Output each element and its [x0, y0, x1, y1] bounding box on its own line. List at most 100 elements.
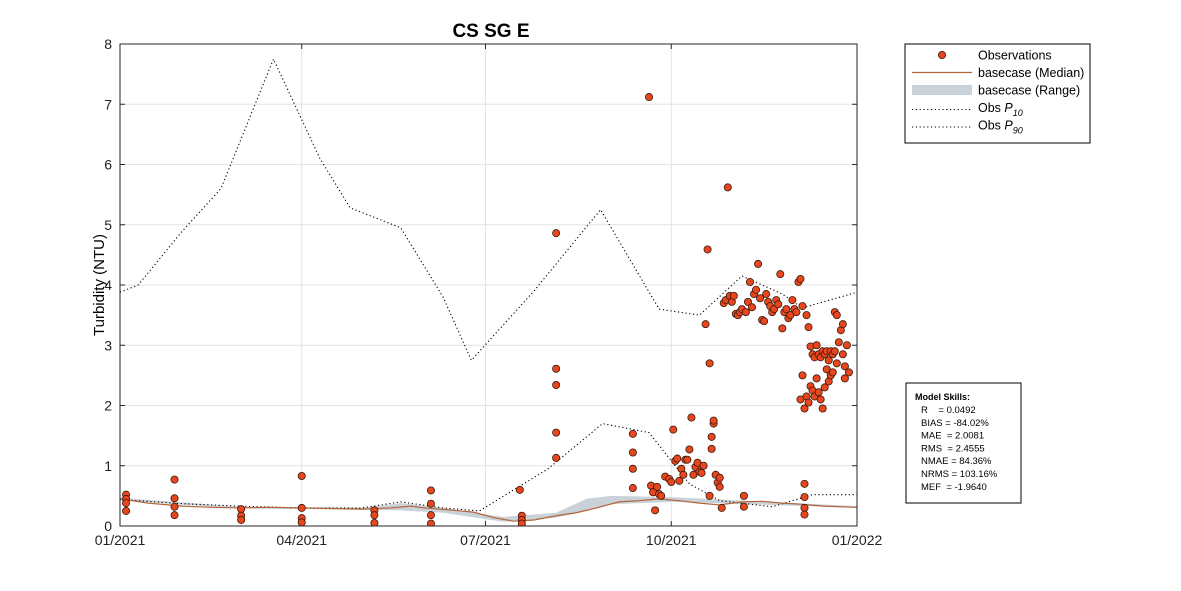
observation-point: [776, 270, 785, 279]
observation-point: [802, 311, 811, 320]
observation-point: [739, 502, 748, 511]
observation-point: [552, 381, 561, 390]
observation-point: [122, 506, 131, 515]
skill-line: MEF = -1.9640: [921, 482, 987, 493]
observation-point: [552, 453, 561, 462]
observation-point: [774, 300, 783, 309]
y-tick-label: 0: [104, 518, 112, 534]
observation-point: [170, 511, 179, 520]
observation-point: [628, 464, 637, 473]
observation-point: [552, 364, 561, 373]
observation-point: [796, 274, 805, 283]
skill-line: NRMS = 103.16%: [921, 469, 998, 480]
observation-point: [297, 471, 306, 480]
observation-point: [628, 448, 637, 457]
observation-point: [515, 485, 524, 494]
observation-point: [552, 229, 561, 238]
observation-point: [685, 445, 694, 454]
x-tick-label: 07/2021: [460, 532, 511, 548]
y-axis-label: Turbidity (NTU): [91, 234, 108, 336]
observation-point: [741, 308, 750, 317]
observation-point: [800, 479, 809, 488]
skill-line: BIAS = -84.02%: [921, 418, 989, 429]
legend-marker-observations: [938, 51, 947, 60]
observation-point: [701, 320, 710, 329]
observation-point: [517, 519, 526, 526]
observation-point: [237, 505, 246, 514]
observation-point: [687, 413, 696, 422]
skill-line: NMAE = 84.36%: [921, 456, 992, 467]
observation-point: [743, 297, 752, 306]
observation-point: [804, 398, 813, 407]
skill-line: MAE = 2.0081: [921, 431, 984, 442]
chart-title: CS SG E: [452, 21, 529, 42]
y-tick-label: 2: [104, 398, 112, 414]
observation-point: [832, 311, 841, 320]
observation-point: [426, 486, 435, 495]
observation-point: [748, 303, 757, 312]
observation-point: [782, 305, 791, 314]
observation-point: [830, 347, 839, 356]
legend-label: basecase (Range): [978, 84, 1080, 98]
observation-point: [739, 491, 748, 500]
observation-point: [800, 493, 809, 502]
observation-point: [812, 374, 821, 383]
observation-point: [800, 503, 809, 512]
observation-point: [170, 502, 179, 511]
observation-point: [800, 510, 809, 519]
observation-point: [297, 503, 306, 512]
observation-point: [715, 482, 724, 491]
observation-point: [669, 425, 678, 434]
legend-label: Obs P90: [978, 119, 1023, 136]
x-tick-label: 10/2021: [646, 532, 697, 548]
observation-point: [705, 491, 714, 500]
axes-box: [119, 43, 858, 527]
observation-point: [844, 368, 853, 377]
observation-point: [699, 461, 708, 470]
observation-point: [818, 404, 827, 413]
y-tick-label: 8: [104, 36, 112, 52]
y-tick-label: 1: [104, 458, 112, 474]
observation-point: [715, 473, 724, 482]
observation-point: [729, 291, 738, 300]
observation-point: [788, 296, 797, 305]
observation-point: [792, 308, 801, 317]
observation-point: [122, 499, 131, 508]
x-tick-label: 04/2021: [276, 532, 327, 548]
skill-line: RMS = 2.4555: [921, 443, 985, 454]
observation-point: [798, 302, 807, 311]
y-tick-label: 3: [104, 337, 112, 353]
y-tick-label: 7: [104, 96, 112, 112]
model-skills-box: Model Skills: R = 0.0492 BIAS = -84.02% MA…: [905, 382, 1022, 504]
observation-point: [170, 494, 179, 503]
observation-point: [804, 323, 813, 332]
y-tick-label: 5: [104, 217, 112, 233]
observation-point: [657, 491, 666, 500]
observation-point: [754, 259, 763, 268]
observation-point: [707, 444, 716, 453]
legend-label: Observations: [978, 49, 1052, 63]
observation-point: [756, 294, 765, 303]
observation-point: [628, 429, 637, 438]
observation-point: [697, 468, 706, 477]
observation-point: [800, 404, 809, 413]
observation-point: [828, 368, 837, 377]
observation-point: [838, 350, 847, 359]
plot-area: 01/2021 04/2021 07/2021 10/2021 01/2022 0 1 2 3 4…: [91, 36, 883, 548]
observation-point: [370, 511, 379, 520]
observation-point: [838, 320, 847, 329]
observation-point: [816, 395, 825, 404]
p90-line: [120, 57, 857, 362]
plot-content: [120, 57, 857, 526]
observation-point: [812, 341, 821, 350]
observation-point: [762, 290, 771, 299]
observation-point: [426, 519, 435, 526]
observation-point: [707, 432, 716, 441]
observation-point: [717, 503, 726, 512]
observation-point: [834, 338, 843, 347]
observation-point: [297, 518, 306, 526]
x-tick-label: 01/2022: [832, 532, 883, 548]
observation-point: [703, 245, 712, 254]
observation-point: [760, 317, 769, 326]
